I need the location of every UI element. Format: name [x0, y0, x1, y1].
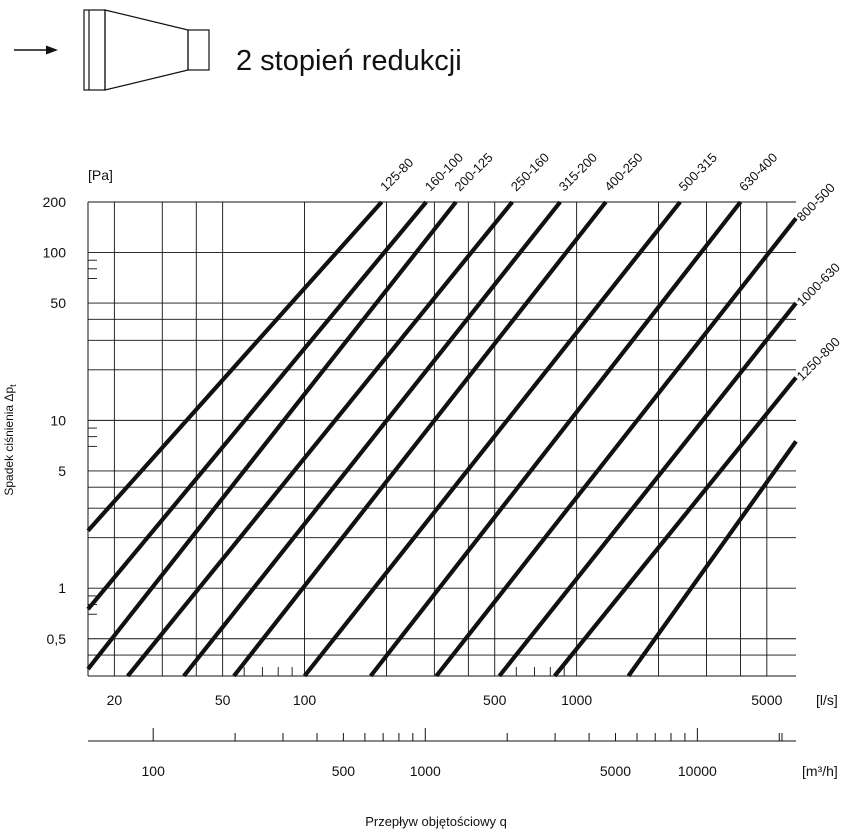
y-tick-label: 1 — [58, 580, 66, 596]
x-tick-label: 5000 — [751, 692, 782, 708]
series-line — [434, 216, 798, 678]
reducer-fitting-icon — [83, 9, 210, 91]
series-label: 125-80 — [377, 155, 416, 194]
y-axis-title-subscript: t — [8, 384, 18, 387]
x-tick-label: 100 — [293, 692, 317, 708]
series-line — [497, 301, 798, 678]
series-label: 500-315 — [676, 150, 720, 194]
series-line — [86, 200, 384, 533]
x-tick-label: 1000 — [561, 692, 592, 708]
series-lines — [86, 200, 798, 678]
x2-tick-label: 1000 — [410, 763, 441, 779]
y-axis-title: Spadek ciśnienia Δpt — [2, 384, 18, 496]
x-tick-label: 20 — [107, 692, 123, 708]
series-label: 630-400 — [736, 150, 780, 194]
series-line — [626, 440, 798, 678]
series-line — [86, 200, 458, 671]
series-line — [86, 200, 428, 611]
y-tick-label: 200 — [43, 194, 67, 210]
secondary-x-axis: 100 500 1000 5000 10000 — [88, 728, 796, 779]
series-line — [369, 200, 743, 678]
series-line — [182, 200, 562, 678]
chart-grid — [87, 201, 796, 677]
y-unit-label: [Pa] — [88, 167, 113, 183]
series-label: 1000-630 — [794, 260, 843, 309]
y-axis-ticks: 200 100 50 10 5 1 0,5 — [43, 194, 67, 647]
y-axis-title-main: Spadek ciśnienia Δp — [2, 387, 16, 496]
y-tick-label: 10 — [50, 412, 66, 428]
y-tick-label: 0,5 — [47, 631, 67, 647]
x2-tick-label: 100 — [142, 763, 166, 779]
series-label: 400-250 — [601, 150, 645, 194]
series-label: 1250-800 — [794, 334, 843, 383]
series-line — [232, 200, 608, 678]
x-tick-label: 50 — [215, 692, 231, 708]
series-label: 315-200 — [556, 150, 600, 194]
y-tick-label: 50 — [50, 295, 66, 311]
series-label: 800-500 — [794, 180, 838, 224]
series-line — [302, 200, 682, 678]
chart-title: 2 stopień redukcji — [236, 45, 462, 77]
x-axis-ticks: 20 50 100 500 1000 5000 — [107, 692, 783, 708]
x2-tick-label: 500 — [332, 763, 356, 779]
x-unit-label: [l/s] — [816, 692, 838, 708]
series-label: 250-160 — [508, 150, 552, 194]
x-axis-title: Przepływ objętościowy q — [365, 814, 507, 829]
x2-tick-label: 5000 — [600, 763, 631, 779]
x2-tick-label: 10000 — [678, 763, 717, 779]
x-tick-label: 500 — [483, 692, 507, 708]
right-arrow-icon — [14, 45, 58, 55]
x2-unit-label: [m³/h] — [802, 763, 838, 779]
series-line — [126, 200, 514, 678]
y-tick-label: 5 — [58, 463, 66, 479]
series-line — [552, 376, 798, 678]
y-tick-label: 100 — [43, 245, 67, 261]
